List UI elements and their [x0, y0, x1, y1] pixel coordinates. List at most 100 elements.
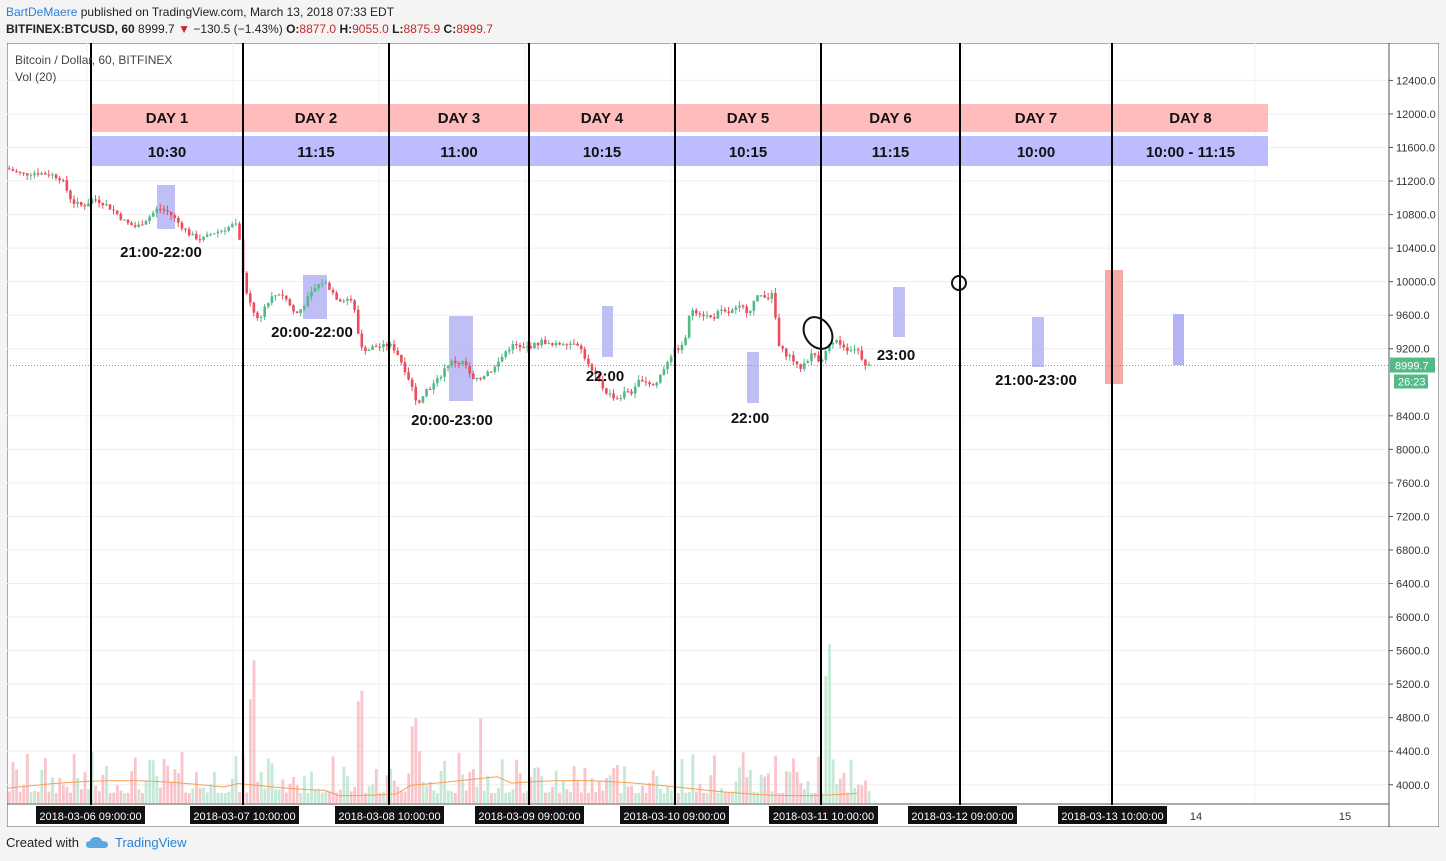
price-tick-label: 5200.0 [1396, 679, 1430, 691]
candle-body [274, 295, 277, 297]
volume-bar [579, 792, 583, 803]
time-band [822, 136, 959, 166]
time-band [1113, 136, 1268, 166]
last-price: 8999.7 [138, 22, 175, 36]
volume-bar [227, 791, 231, 803]
candle-body [428, 389, 432, 391]
candle-body [745, 306, 748, 314]
date-label-bg [908, 806, 1017, 824]
candle-body [536, 342, 540, 346]
volume-bar [349, 791, 353, 803]
author-link[interactable]: BartDeMaere [6, 5, 78, 19]
tradingview-link[interactable]: TradingView [114, 835, 187, 850]
candle-body [58, 178, 61, 181]
volume-bar [454, 793, 457, 803]
candle-body [820, 359, 824, 362]
volume-bar [680, 758, 684, 803]
volume-bar [392, 780, 396, 803]
candle-body [101, 203, 105, 206]
candle-body [806, 361, 810, 364]
volume-ma-line [7, 776, 857, 797]
volume-bar [529, 776, 533, 803]
candle-body [709, 315, 713, 318]
candle-body [644, 381, 648, 383]
candle-body [846, 347, 849, 351]
time-band [676, 136, 820, 166]
candle-body [515, 344, 518, 346]
volume-bar [374, 769, 378, 803]
projection-blue-box [1173, 314, 1184, 365]
low-window-label: 20:00-22:00 [271, 324, 353, 341]
volume-bar [320, 792, 324, 803]
volume-bar [234, 756, 238, 803]
day-band [390, 104, 528, 132]
candle-body [720, 309, 723, 311]
volume-bar [641, 785, 644, 803]
volume-bar [169, 782, 173, 803]
volume-bar [489, 792, 493, 803]
candle-body [187, 229, 191, 236]
candle-body [148, 216, 151, 222]
volume-bar [123, 793, 126, 803]
volume-bar [259, 771, 263, 803]
candle-body [579, 345, 583, 350]
volume-bar [191, 788, 195, 803]
low-label: L: [392, 22, 404, 36]
price-axis[interactable]: 4000.0 4400.0 4800.0 5200.0 5600.0 6000.0 6400… [1389, 75, 1436, 792]
volume-bar [72, 754, 76, 803]
candle-body [766, 297, 770, 299]
candle-body [446, 365, 450, 369]
candle-body [561, 344, 565, 346]
candle-body [115, 210, 119, 214]
candle-body [475, 377, 479, 380]
candle-body [43, 173, 47, 175]
volume-bar [698, 783, 702, 803]
volume-bar [464, 790, 468, 803]
price-tick-label: 4800.0 [1396, 713, 1430, 725]
date-label-bg [475, 806, 584, 824]
volume-bar [849, 759, 853, 803]
low-window-highlight [747, 352, 759, 403]
candle-body [680, 344, 684, 351]
candle-body [205, 234, 209, 237]
volume-bar [511, 789, 515, 803]
candle-body [626, 391, 630, 393]
candle-body [691, 310, 695, 317]
time-axis[interactable]: 2018-03-06 09:00:00 2018-03-07 10:00:00 20… [36, 806, 1351, 824]
candle-body [432, 383, 436, 390]
volume-bar [162, 758, 166, 803]
price-chart[interactable]: DAY 1 10:30 DAY 2 11:15 DAY 3 11:00 DAY 4 10:15… [7, 43, 1439, 827]
volume-bar [245, 792, 249, 803]
volume-bar [677, 793, 680, 803]
day-band [961, 104, 1111, 132]
volume-bar [130, 771, 134, 803]
date-label: 2018-03-12 09:00:00 [911, 811, 1013, 823]
candle-body [378, 346, 382, 348]
candle-body [864, 359, 867, 366]
candle-body [702, 314, 705, 316]
volume-bar [482, 790, 486, 803]
candle-body [389, 344, 392, 347]
volume-bar [472, 768, 475, 803]
candle-body [335, 292, 338, 300]
volume-bar [594, 792, 598, 803]
volume-bar [371, 784, 375, 803]
volume-bar [61, 784, 65, 803]
volume-bar [781, 792, 785, 803]
annotation-overlay [92, 104, 1268, 403]
candle-body [799, 364, 802, 370]
candle-body [281, 294, 284, 296]
volume-bar [525, 791, 529, 803]
volume-bar [40, 769, 44, 803]
volume-bar [864, 780, 867, 803]
volume-bar [295, 785, 299, 803]
candle-body [248, 293, 252, 303]
close-label: C: [443, 22, 457, 36]
volume-bar [450, 791, 454, 803]
candle-body [292, 305, 295, 312]
price-tick-label: 9600.0 [1396, 310, 1430, 322]
volume-bar [51, 777, 54, 803]
volume-bar [256, 781, 259, 803]
volume-bar [317, 788, 321, 803]
candle-body [33, 173, 36, 176]
